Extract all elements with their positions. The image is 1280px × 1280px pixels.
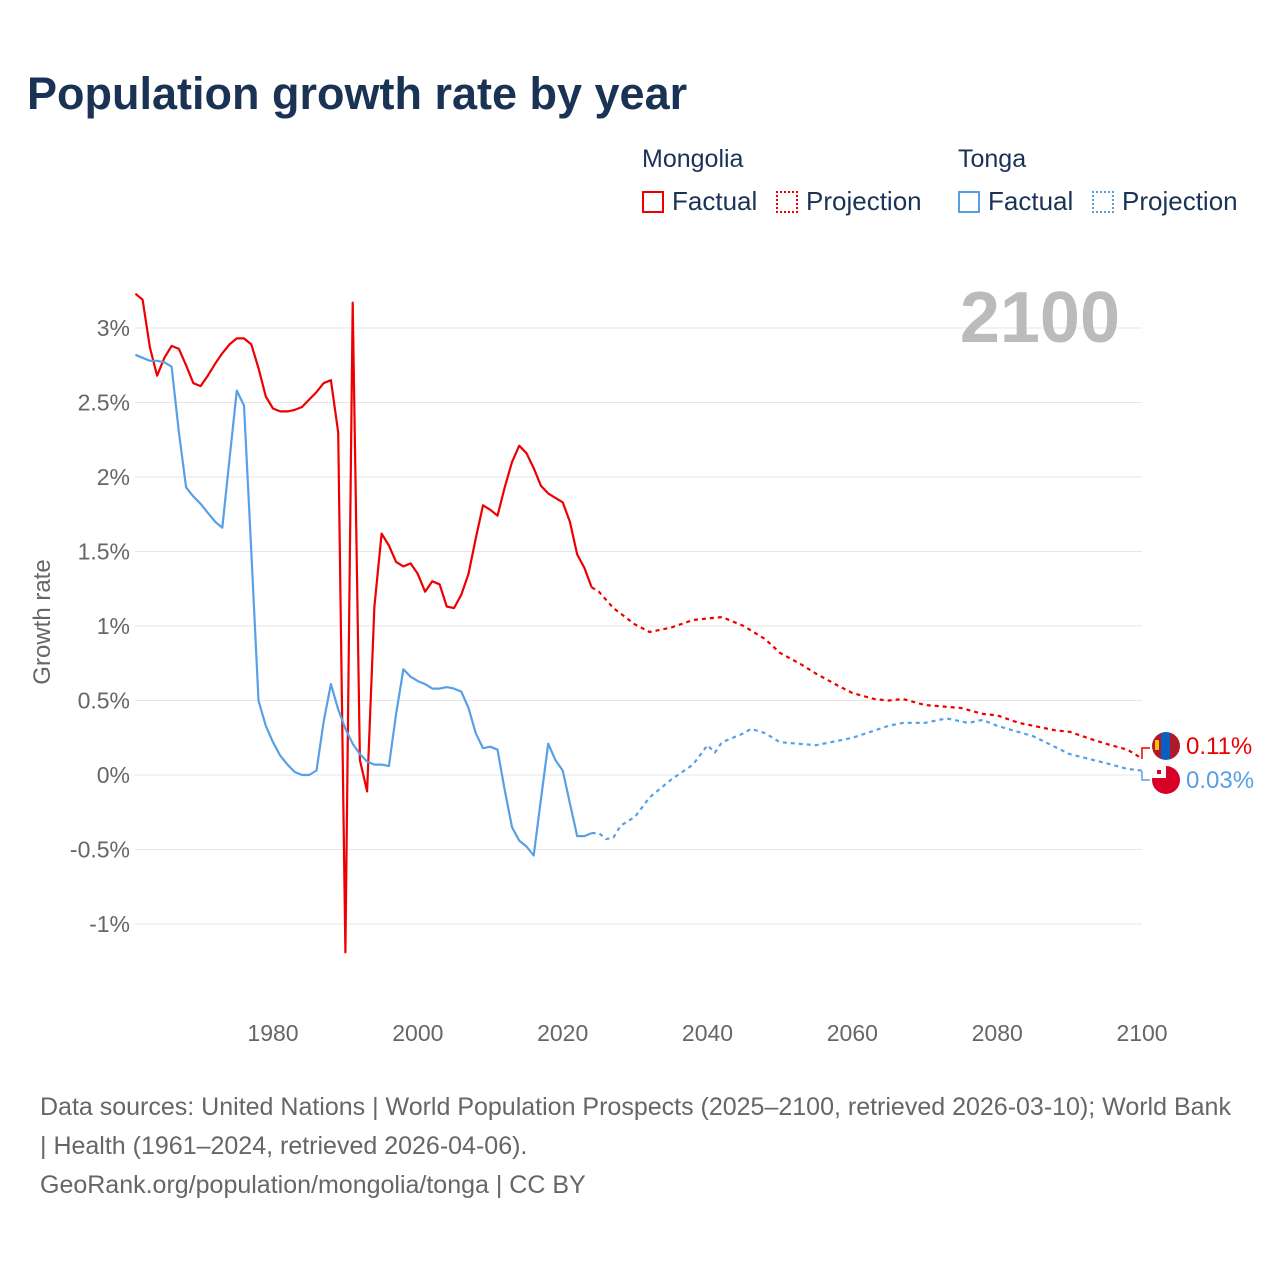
legend-text: Projection bbox=[806, 186, 922, 216]
y-axis-label: Growth rate bbox=[29, 559, 56, 684]
tonga-projection-line bbox=[591, 717, 1143, 841]
x-tick-label: 2020 bbox=[537, 1020, 588, 1046]
y-tick-label: -1% bbox=[89, 911, 130, 937]
legend-swatch-solid bbox=[958, 190, 980, 213]
y-tick-label: 1% bbox=[97, 613, 130, 639]
mongolia-end-value: 0.11% bbox=[1186, 733, 1252, 760]
y-tick-label: 0% bbox=[97, 762, 130, 788]
y-tick-label: 1.5% bbox=[78, 539, 130, 565]
legend-mongolia-projection[interactable]: Projection bbox=[776, 186, 922, 217]
y-tick-label: 2.5% bbox=[78, 390, 130, 416]
mongolia-label-connector bbox=[1141, 747, 1150, 759]
mongolia-projection-line bbox=[591, 586, 1143, 760]
credit-link[interactable]: GeoRank.org/population/mongolia/tonga | … bbox=[40, 1171, 586, 1199]
tonga-end-value: 0.03% bbox=[1186, 767, 1254, 794]
mongolia-flag-icon bbox=[1152, 732, 1180, 760]
y-tick-label: -0.5% bbox=[70, 837, 130, 863]
legend-text: Factual bbox=[988, 186, 1074, 216]
x-tick-label: 2080 bbox=[972, 1020, 1023, 1046]
legend-swatch-dotted bbox=[776, 190, 798, 213]
data-sources: Data sources: United Nations | World Pop… bbox=[40, 1093, 1231, 1160]
chart-title: Population growth rate by year bbox=[27, 68, 688, 119]
x-tick-label: 2000 bbox=[392, 1020, 443, 1046]
x-tick-label: 2100 bbox=[1116, 1020, 1167, 1046]
legend-swatch-solid bbox=[642, 190, 664, 213]
legend-text: Projection bbox=[1122, 186, 1238, 216]
y-tick-label: 2% bbox=[97, 464, 130, 490]
tonga-factual-line bbox=[134, 353, 593, 857]
y-tick-label: 3% bbox=[97, 315, 130, 341]
tonga-label-connector bbox=[1141, 771, 1150, 781]
footer: Data sources: United Nations | World Pop… bbox=[40, 1088, 1240, 1205]
legend-mongolia-factual[interactable]: Factual bbox=[642, 186, 757, 217]
legend-tonga-projection[interactable]: Projection bbox=[1092, 186, 1238, 217]
legend-tonga-factual[interactable]: Factual bbox=[958, 186, 1073, 217]
x-tick-label: 2040 bbox=[682, 1020, 733, 1046]
legend-tonga-label: Tonga bbox=[958, 145, 1027, 173]
x-tick-label: 2060 bbox=[827, 1020, 878, 1046]
mongolia-factual-line bbox=[134, 292, 593, 954]
legend-text: Factual bbox=[672, 186, 758, 216]
year-indicator: 2100 bbox=[960, 278, 1120, 358]
legend-swatch-dotted bbox=[1092, 190, 1114, 213]
y-tick-label: 0.5% bbox=[78, 688, 130, 714]
legend-mongolia-label: Mongolia bbox=[642, 145, 744, 173]
x-tick-label: 1980 bbox=[247, 1020, 298, 1046]
tonga-flag-icon bbox=[1152, 766, 1180, 794]
